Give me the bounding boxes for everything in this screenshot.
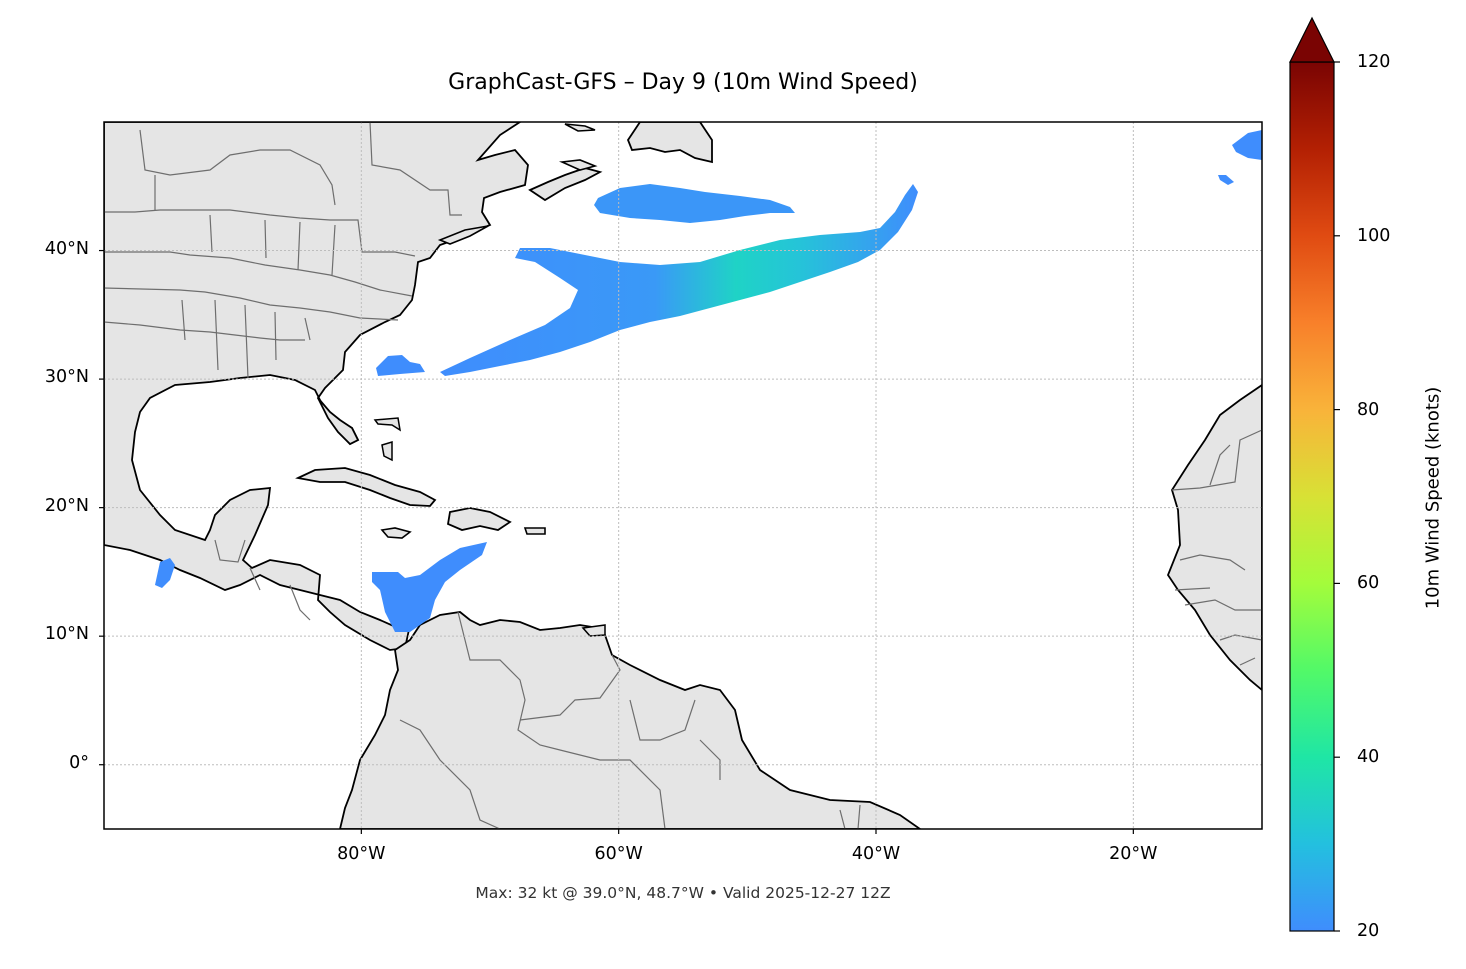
newfoundland-land	[626, 122, 713, 164]
lon-tick-label: 60°W	[594, 844, 643, 864]
north-america-land	[104, 122, 529, 651]
wind-region-azores-small	[1218, 175, 1234, 185]
florida-land	[317, 397, 360, 446]
wind-region-caribbean	[372, 542, 487, 632]
lat-tick-label: 40°N	[44, 238, 89, 259]
lat-tick-label: 30°N	[44, 367, 89, 388]
map-content	[104, 122, 1262, 829]
chart-title: GraphCast-GFS – Day 9 (10m Wind Speed)	[448, 70, 918, 95]
colorbar-tick-label: 40	[1357, 747, 1380, 768]
map-ticks	[99, 249, 1134, 834]
colorbar-tick-label: 80	[1357, 399, 1380, 420]
lon-tick-label: 80°W	[337, 844, 386, 864]
max-wind-footer: Max: 32 kt @ 39.0°N, 48.7°W • Valid 2025…	[475, 884, 891, 902]
puerto-rico-land	[523, 527, 546, 535]
map-gridlines	[104, 122, 1262, 829]
cuba-land	[295, 467, 437, 507]
colorbar	[1289, 16, 1340, 932]
wind-region-north	[594, 184, 795, 223]
map-frame	[103, 121, 1263, 830]
trinidad-island	[581, 624, 606, 637]
lat-tick-label: 10°N	[44, 624, 89, 645]
country-borders	[104, 122, 1262, 829]
colorbar-tick-label: 120	[1357, 52, 1391, 72]
wind-region-pacific	[155, 558, 175, 588]
wind-region-main	[440, 184, 918, 376]
colorbar-tick-label: 60	[1357, 573, 1380, 594]
lon-tick-label: 40°W	[851, 844, 901, 864]
hispaniola-land	[446, 507, 512, 531]
africa-land	[1166, 383, 1262, 692]
nova-scotia-land	[528, 167, 603, 202]
lat-tick-label: 20°N	[44, 495, 89, 516]
colorbar-tick-label: 100	[1357, 225, 1391, 246]
colorbar-ticks	[1334, 61, 1340, 932]
colorbar-extend-arrow	[1289, 16, 1335, 63]
bahamas-land	[373, 417, 402, 462]
south-america-land	[339, 611, 922, 829]
anticosti-island	[564, 123, 596, 132]
lon-tick-label: 20°W	[1109, 844, 1158, 864]
colorbar-axis-label: 10m Wind Speed (knots)	[1422, 386, 1444, 610]
lat-tick-label: 0°	[69, 752, 89, 773]
wind-speed-field	[155, 130, 1262, 632]
wind-region-azores	[1232, 130, 1262, 160]
wind-region-carolina	[376, 355, 425, 376]
colorbar-gradient	[1289, 61, 1335, 932]
long-island	[437, 225, 489, 245]
colorbar-tick-label: 20	[1357, 921, 1380, 941]
jamaica-land	[380, 527, 412, 539]
pei-island	[558, 159, 598, 171]
